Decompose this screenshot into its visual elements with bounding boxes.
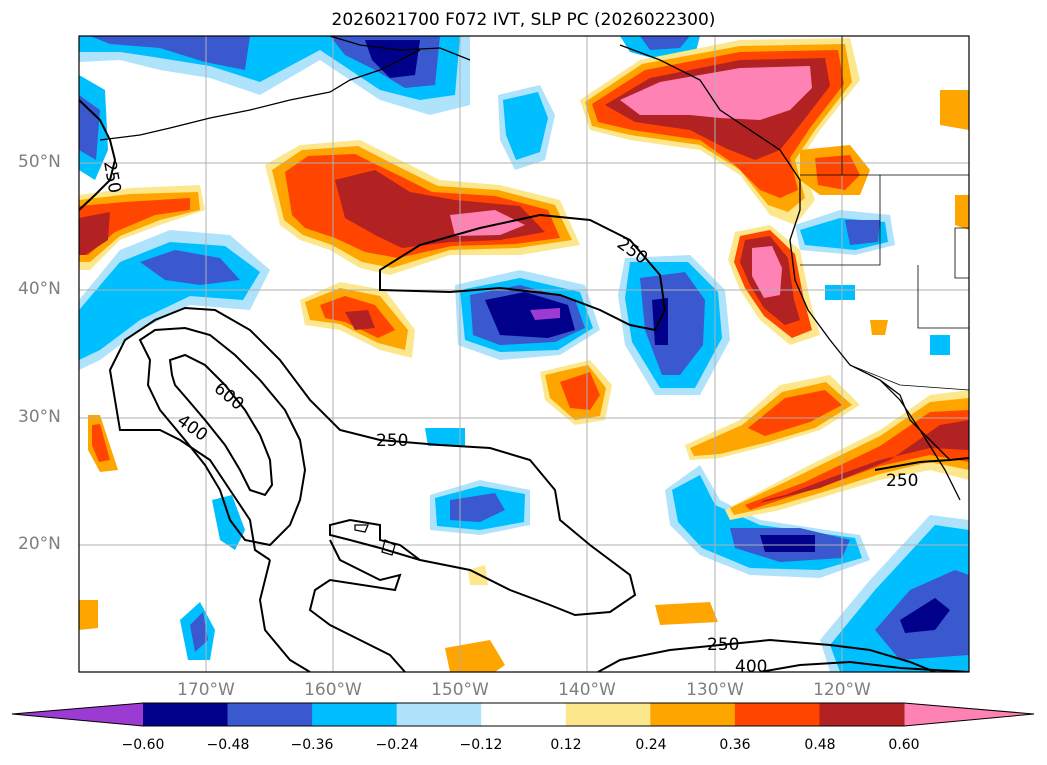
map-frame xyxy=(78,35,970,673)
colorbar-tick: 0.36 xyxy=(719,737,751,753)
contour-label: 400 xyxy=(735,657,767,677)
colorbar-tick: 0.24 xyxy=(635,737,667,753)
colorbar-tick: −0.12 xyxy=(459,737,503,753)
lon-label-150w: 150°W xyxy=(431,680,489,700)
contour-label: 250 xyxy=(886,471,918,491)
colorbar-tick: 0.48 xyxy=(804,737,836,753)
lat-label-40: 40°N xyxy=(18,279,61,299)
contour-label: 250 xyxy=(707,635,739,655)
contour-600 xyxy=(168,353,274,497)
coastlines xyxy=(99,36,961,556)
positive-anomaly-regions xyxy=(79,38,969,672)
contour-250-large xyxy=(108,306,637,617)
lon-label-120w: 120°W xyxy=(813,680,871,700)
lat-label-50: 50°N xyxy=(18,152,61,172)
negative-anomaly-regions xyxy=(79,36,969,672)
colorbar-segment xyxy=(396,703,482,726)
colorbar-segment xyxy=(312,703,398,726)
contour-250-west xyxy=(79,99,117,211)
contour-400 xyxy=(138,326,307,547)
colorbar-tick: 0.60 xyxy=(888,737,920,753)
lat-label-30: 30°N xyxy=(18,407,61,427)
contour-250-north-loop xyxy=(379,213,667,332)
colorbar-segment xyxy=(565,703,651,726)
lon-label-130w: 130°W xyxy=(686,680,744,700)
colorbar-segment xyxy=(734,703,820,726)
map-title: 2026021700 F072 IVT, SLP PC (2026022300) xyxy=(331,10,716,30)
lat-label-20: 20°N xyxy=(18,534,61,554)
colorbar-tick: −0.60 xyxy=(121,737,165,753)
lon-label-170w: 170°W xyxy=(177,680,235,700)
colorbar-tick: −0.48 xyxy=(206,737,250,753)
colorbar-tick: −0.36 xyxy=(290,737,334,753)
contour-label: 250 xyxy=(376,431,408,451)
colorbar-extend-high xyxy=(904,703,1034,726)
slp-contours xyxy=(79,99,969,672)
colorbar-tick: 0.12 xyxy=(550,737,582,753)
lon-label-160w: 160°W xyxy=(304,680,362,700)
colorbar-segment xyxy=(143,703,229,726)
colorbar xyxy=(11,702,1035,727)
colorbar-segment xyxy=(819,703,905,726)
colorbar-segment xyxy=(227,703,313,726)
colorbar-extend-low xyxy=(12,703,143,726)
contour-250-south xyxy=(597,638,936,672)
lon-label-140w: 140°W xyxy=(558,680,616,700)
colorbar-segment xyxy=(650,703,736,726)
political-borders xyxy=(800,36,969,391)
colorbar-tick: −0.24 xyxy=(375,737,419,753)
colorbar-segment xyxy=(481,703,567,726)
